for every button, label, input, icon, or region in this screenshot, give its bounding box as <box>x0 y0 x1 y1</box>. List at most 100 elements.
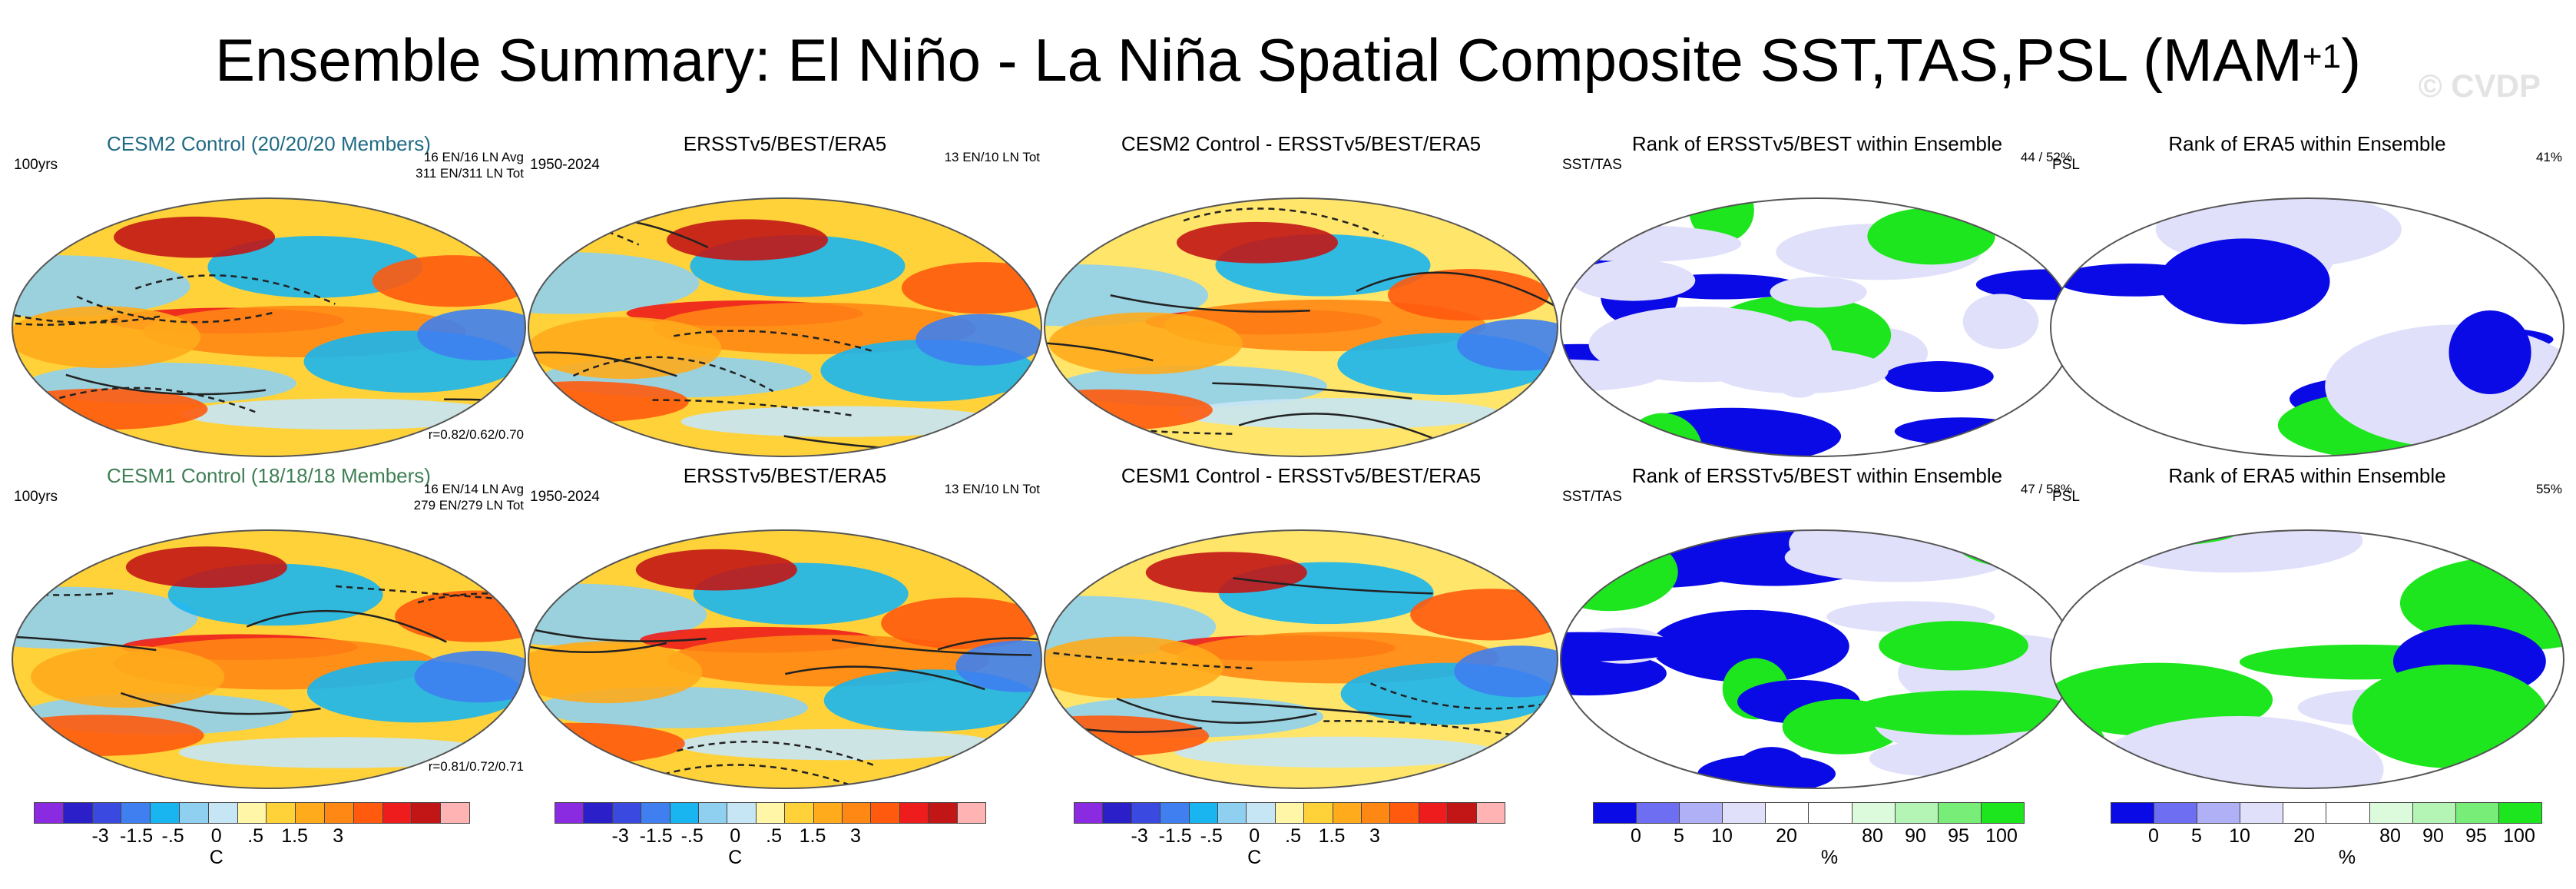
figure-title: Ensemble Summary: El Niño - La Niña Spat… <box>214 26 2362 94</box>
psl-contour <box>1323 719 1524 738</box>
colorbar-tick-label: 100 <box>1985 825 2018 847</box>
colorbar-box <box>2240 803 2284 823</box>
rank-region <box>2352 664 2548 768</box>
psl-contour <box>785 665 985 691</box>
colorbar-box <box>35 803 64 823</box>
colorbar-unit: C <box>209 847 223 868</box>
panel-rank-psl: Rank of ERA5 within Ensemble PSL 55% <box>2038 463 2576 808</box>
colorbar-tick-label: 0 <box>1631 825 1641 847</box>
anomaly-region <box>881 597 1041 649</box>
map-rank <box>1560 197 2074 457</box>
psl-contour <box>121 692 321 715</box>
psl-contour <box>1211 700 1412 718</box>
colorbar-box <box>1362 803 1391 823</box>
colorbar-tick-label: 10 <box>2229 825 2250 847</box>
colorbar-box <box>2455 803 2499 823</box>
colorbar-box <box>584 803 613 823</box>
rank-region <box>2449 310 2531 395</box>
rank-region <box>1867 207 1995 265</box>
colorbar-box <box>2154 803 2198 823</box>
colorbar-box <box>151 803 180 823</box>
psl-contour <box>1110 294 1310 313</box>
panel-title: CESM2 Control (20/20/20 Members) <box>107 132 431 155</box>
map-rank <box>2050 197 2564 457</box>
colorbar-unit: % <box>2338 847 2356 868</box>
panel-cesm2-composite: CESM2 Control (20/20/20 Members) 100yrs … <box>0 131 538 476</box>
colorbar-box <box>208 803 238 823</box>
anomaly-region <box>414 651 525 703</box>
colorbar-tick-label: -1.5 <box>1158 825 1192 847</box>
psl-contour <box>1045 340 1154 362</box>
colorbar-box <box>296 803 325 823</box>
colorbar-tick-label: -.5 <box>161 825 184 847</box>
psl-contour <box>1183 207 1384 237</box>
anomaly-region <box>528 251 700 314</box>
anomaly-region <box>417 308 525 361</box>
psl-contour <box>572 356 774 393</box>
panel-title: Rank of ERA5 within Ensemble <box>2168 464 2446 487</box>
anomaly-region <box>528 583 707 646</box>
colorbar-boxes <box>34 802 470 824</box>
colorbar-box <box>382 803 412 823</box>
variable-label: SST/TAS <box>1562 489 1622 505</box>
rank-percent: 44 / 52% <box>2020 150 2072 164</box>
colorbar-box <box>2197 803 2241 823</box>
colorbar-box <box>813 803 843 823</box>
colorbar-tick-label: 0 <box>210 825 222 847</box>
colorbar-tick-label: -1.5 <box>120 825 154 847</box>
colorbar-box <box>2326 803 2370 823</box>
rank-percent: 41% <box>2535 150 2562 164</box>
colorbar-box <box>324 803 354 823</box>
colorbar-tick-label: -1.5 <box>639 825 673 847</box>
colorbar-box <box>267 803 296 823</box>
colorbar-box <box>1390 803 1419 823</box>
colorbar-box <box>441 803 469 823</box>
colorbar-box <box>1189 803 1219 823</box>
rank-region <box>1571 260 1696 301</box>
psl-contour <box>674 330 874 353</box>
anomaly-region <box>1045 636 1223 699</box>
rank-region <box>1975 269 2074 300</box>
anomaly-region <box>178 737 502 768</box>
anomaly-region <box>1176 221 1338 264</box>
anomaly-region <box>31 645 225 708</box>
psl-contour <box>937 637 1041 666</box>
anomaly-region <box>1410 589 1558 641</box>
colorbar-box <box>1131 803 1161 823</box>
anomaly-region <box>916 313 1041 366</box>
colorbar-box <box>179 803 209 823</box>
colorbar-tick-label: .5 <box>766 825 783 847</box>
anomaly-region <box>12 586 198 649</box>
colorbar-unit: C <box>728 847 743 868</box>
colorbar-tick-label: 95 <box>1948 825 1969 847</box>
colorbar-tick-label: 90 <box>1905 825 1926 847</box>
colorbar-box <box>2283 803 2327 823</box>
panel-rank-psl: Rank of ERA5 within Ensemble PSL 41% <box>2038 131 2576 476</box>
map-rank <box>2050 529 2564 789</box>
colorbar-tick-label: 1.5 <box>1318 825 1346 847</box>
rank-region <box>1689 198 1754 243</box>
colorbar-tick-label: 100 <box>2503 825 2535 847</box>
map-outline <box>528 197 1042 457</box>
colorbar-box <box>1852 803 1896 823</box>
event-counts: 16 EN/16 LN Avg 311 EN/311 LN Tot <box>416 150 524 181</box>
colorbar-tick-label: 1.5 <box>281 825 308 847</box>
colorbar-tick-label: 80 <box>1862 825 1883 847</box>
variable-label: PSL <box>2052 157 2080 173</box>
colorbar-tick-label: .5 <box>247 825 264 847</box>
map-rank <box>1560 529 2074 789</box>
colorbar-box <box>756 803 786 823</box>
colorbar-box <box>2498 803 2541 823</box>
colorbar-box <box>1809 803 1853 823</box>
event-counts: 13 EN/10 LN Tot <box>944 150 1040 164</box>
rank-region <box>1561 632 1690 662</box>
anomaly-region <box>1145 552 1307 594</box>
colorbar-tick-label: -3 <box>1131 825 1148 847</box>
anomaly-region <box>528 641 703 704</box>
colorbar-box <box>2369 803 2413 823</box>
colorbar-unit: % <box>1820 847 1839 868</box>
psl-contour <box>12 576 115 596</box>
psl-contour <box>12 302 121 326</box>
colorbar-box <box>121 803 151 823</box>
psl-contour <box>528 351 677 377</box>
